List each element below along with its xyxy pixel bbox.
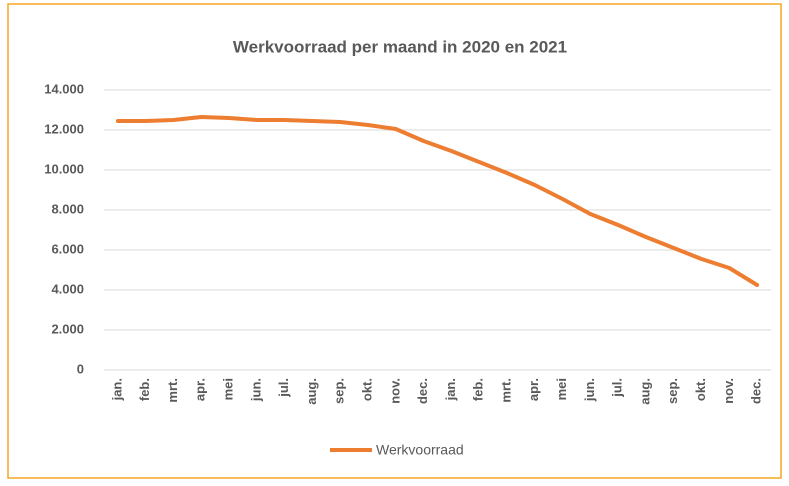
- legend-label: Werkvoorraad: [376, 442, 464, 458]
- x-tick-label: sep.: [332, 378, 347, 404]
- line: [115, 115, 760, 287]
- y-tick-label: 10.000: [44, 161, 84, 176]
- y-tick-label: 12.000: [44, 121, 84, 136]
- x-tick-label: mrt.: [498, 378, 513, 403]
- x-tick-label: okt.: [693, 378, 708, 401]
- x-tick-label: okt.: [359, 378, 374, 401]
- x-tick-label: jun.: [582, 378, 597, 402]
- y-tick-label: 4.000: [51, 281, 84, 296]
- y-tick-label: 8.000: [51, 201, 84, 216]
- x-tick-label: feb.: [137, 378, 152, 401]
- x-tick-label: apr.: [193, 378, 208, 401]
- chart-title: Werkvoorraad per maand in 2020 en 2021: [233, 37, 567, 56]
- x-tick-label: dec.: [415, 378, 430, 404]
- x-tick-label: sep.: [665, 378, 680, 404]
- y-tick-label: 14.000: [44, 81, 84, 96]
- x-tick-label: jul.: [610, 378, 625, 398]
- x-tick-label: nov.: [387, 378, 402, 404]
- x-tick-label: jun.: [248, 378, 263, 402]
- x-tick-label: mei: [221, 378, 236, 400]
- x-tick-label: jan.: [109, 378, 124, 401]
- x-tick-label: aug.: [304, 378, 319, 405]
- x-tick-label: jul.: [276, 378, 291, 398]
- y-tick-label: 2.000: [51, 321, 84, 336]
- x-tick-label: feb.: [471, 378, 486, 401]
- x-tick-label: apr.: [526, 378, 541, 401]
- y-tick-label: 6.000: [51, 241, 84, 256]
- chart-frame: [7, 3, 782, 479]
- x-tick-label: mrt.: [165, 378, 180, 403]
- x-tick-label: dec.: [749, 378, 764, 404]
- x-tick-label: nov.: [721, 378, 736, 404]
- x-tick-label: mei: [554, 378, 569, 400]
- x-tick-label: jan.: [443, 378, 458, 401]
- y-tick-label: 0: [77, 361, 84, 376]
- x-tick-label: aug.: [637, 378, 652, 405]
